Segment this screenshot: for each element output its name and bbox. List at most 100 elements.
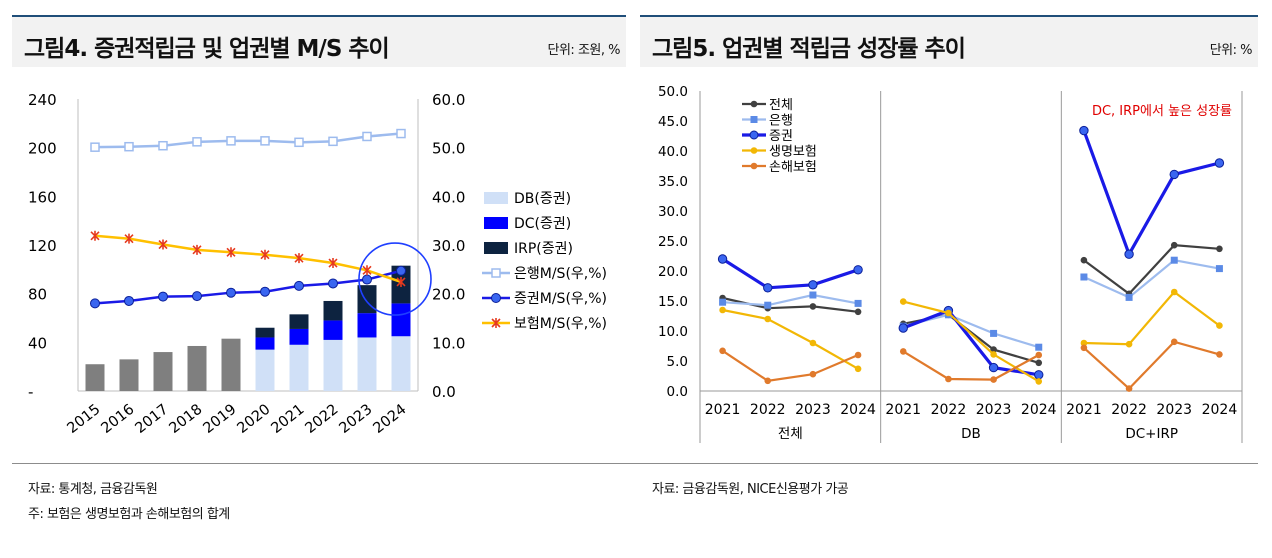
insurance-share-point (362, 265, 372, 276)
life-insurance-point (990, 351, 997, 358)
total-point (990, 346, 997, 353)
life-insurance-point (1035, 378, 1043, 385)
total-point (1216, 245, 1223, 253)
securities-share-point (396, 265, 406, 276)
y-right-tick-label: 60.0 (432, 91, 465, 109)
y-left-tick-label: 200 (28, 140, 57, 158)
legend-marker (749, 130, 759, 140)
nonlife-insurance-point (1170, 338, 1178, 346)
x-tick-label: 2015 (65, 402, 104, 437)
bank-point (1035, 343, 1043, 351)
x-tick-label: 2019 (201, 402, 240, 437)
x-year-label: 2021 (885, 402, 921, 418)
legend-marker (750, 116, 758, 123)
bar-total (153, 352, 173, 391)
y-tick-label: 50.0 (658, 84, 688, 100)
bar-irp (255, 327, 275, 338)
bank-point (1125, 293, 1133, 301)
legend-label: DC(증권) (514, 216, 571, 232)
y-right-tick-label: 40.0 (432, 188, 465, 206)
legend-swatch (484, 217, 508, 229)
legend-swatch (484, 192, 508, 204)
total-line (1083, 244, 1220, 296)
legend-label: 증권 (769, 129, 793, 144)
life-insurance-line (1083, 290, 1221, 346)
legend-marker (750, 100, 758, 108)
nonlife-insurance-point (1125, 385, 1133, 392)
bank-share-point (90, 142, 100, 152)
securities-point (1034, 370, 1044, 380)
x-tick-label: 2020 (235, 402, 274, 437)
bank-share-point (124, 141, 134, 152)
right-source: 자료: 금융감독원, NICE신용평가 가공 (652, 482, 849, 497)
x-tick-label: 2018 (167, 402, 206, 437)
life-insurance-point (1216, 322, 1223, 329)
insurance-share-point (294, 253, 304, 264)
bank-point (990, 329, 998, 337)
nonlife-insurance-line (721, 349, 859, 382)
bar-total (187, 345, 207, 391)
nonlife-insurance-point (1035, 351, 1043, 359)
bar-db (391, 336, 411, 391)
bank-point (854, 299, 862, 307)
bank-share-point (328, 136, 338, 147)
y-left-tick-label: 160 (28, 188, 57, 206)
right-chart: 0.0 5.0 10.0 15.0 20.0 25.0 30.0 35.0 40.0 45.0 50… (658, 84, 1243, 443)
x-tick-label: 2017 (133, 402, 172, 437)
total-point (1170, 241, 1178, 249)
insurance-share-point (90, 230, 100, 241)
y-right-tick-label: 10.0 (432, 334, 465, 352)
legend-swatch (484, 242, 508, 254)
bank-share-point (226, 136, 236, 146)
growth-annotation: DC, IRP에서 높은 성장률 (1092, 104, 1232, 119)
x-year-label: 2024 (840, 402, 876, 418)
securities-point (717, 254, 728, 264)
total-point (1080, 256, 1088, 264)
left-source: 자료: 통계청, 금융감독원 (28, 482, 158, 497)
x-year-label: 2023 (1156, 402, 1192, 418)
insurance-share-point (260, 249, 270, 260)
bank-line (722, 293, 859, 307)
left-chart: - 40 80 120 160 200 240 0.0 10.0 20.0 30.0 40.0 50.0… (28, 91, 607, 437)
securities-line (902, 308, 1040, 377)
group-label: DC+IRP (1125, 426, 1178, 442)
total-point (1035, 359, 1043, 367)
legend-marker (491, 293, 501, 303)
x-year-label: 2022 (1111, 402, 1147, 418)
nonlife-insurance-point (945, 375, 952, 383)
securities-share-point (90, 298, 100, 309)
bar-dc (391, 303, 411, 337)
y-left-tick-label: 40 (28, 334, 47, 352)
life-insurance-line (722, 308, 859, 370)
y-tick-label: 20.0 (658, 264, 688, 280)
legend-marker (750, 147, 758, 154)
securities-share-point (260, 286, 270, 297)
securities-line (721, 257, 859, 290)
right-chart-unit: 단위: % (1209, 43, 1253, 58)
securities-share-line (94, 269, 402, 305)
footer-divider (12, 463, 1258, 464)
x-year-label: 2023 (795, 402, 831, 418)
securities-point (1214, 158, 1225, 168)
securities-point (763, 283, 773, 293)
bank-share-point (260, 136, 270, 146)
y-tick-label: 40.0 (658, 144, 688, 160)
y-right-tick-label: 50.0 (432, 140, 465, 158)
bank-point (809, 291, 817, 299)
securities-point (898, 323, 908, 333)
x-year-label: 2023 (976, 402, 1012, 418)
bank-point (1080, 273, 1088, 281)
bank-point (1215, 265, 1223, 273)
securities-share-point (294, 280, 304, 291)
nonlife-insurance-point (1080, 344, 1088, 352)
securities-point (853, 265, 863, 275)
bar-dc (289, 328, 309, 345)
y-right-tick-label: 0.0 (432, 383, 456, 401)
legend-label: 은행M/S(우,%) (514, 266, 607, 282)
total-point (854, 308, 862, 316)
bank-point (1170, 256, 1178, 264)
life-insurance-point (1125, 340, 1133, 348)
nonlife-insurance-point (854, 351, 862, 359)
bar-db (255, 349, 275, 391)
legend-label: DB(증권) (514, 191, 571, 207)
